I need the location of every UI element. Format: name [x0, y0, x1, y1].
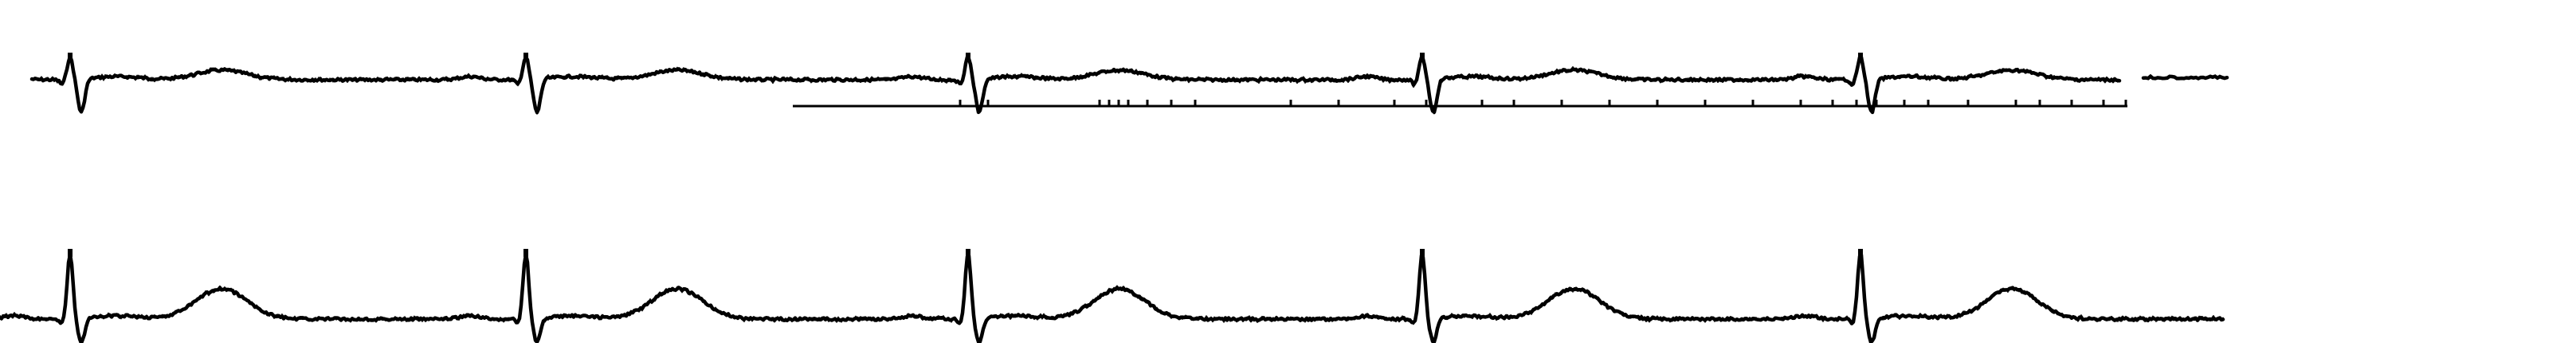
ecg-row-2 — [0, 249, 2225, 343]
qrs-complex-2 — [523, 249, 528, 257]
qrs-complex-1 — [68, 53, 73, 61]
trailing-trace-fragment — [2141, 73, 2229, 81]
ecg-trace-texture — [0, 253, 2225, 343]
ecg-trace — [29, 54, 2122, 115]
qrs-complex-5 — [1858, 249, 1863, 257]
qrs-complex-3 — [966, 249, 970, 257]
qrs-complex-2 — [523, 53, 528, 61]
qrs-complex-5 — [1858, 53, 1863, 61]
ecg-trace-texture — [30, 54, 2121, 115]
qrs-complex-3 — [966, 53, 970, 61]
qrs-complex-1 — [68, 249, 73, 257]
ecg-row-1 — [29, 53, 2229, 115]
qrs-complex-4 — [1420, 53, 1425, 61]
ecg-trace — [0, 252, 2225, 343]
qrs-complex-4 — [1420, 249, 1425, 257]
